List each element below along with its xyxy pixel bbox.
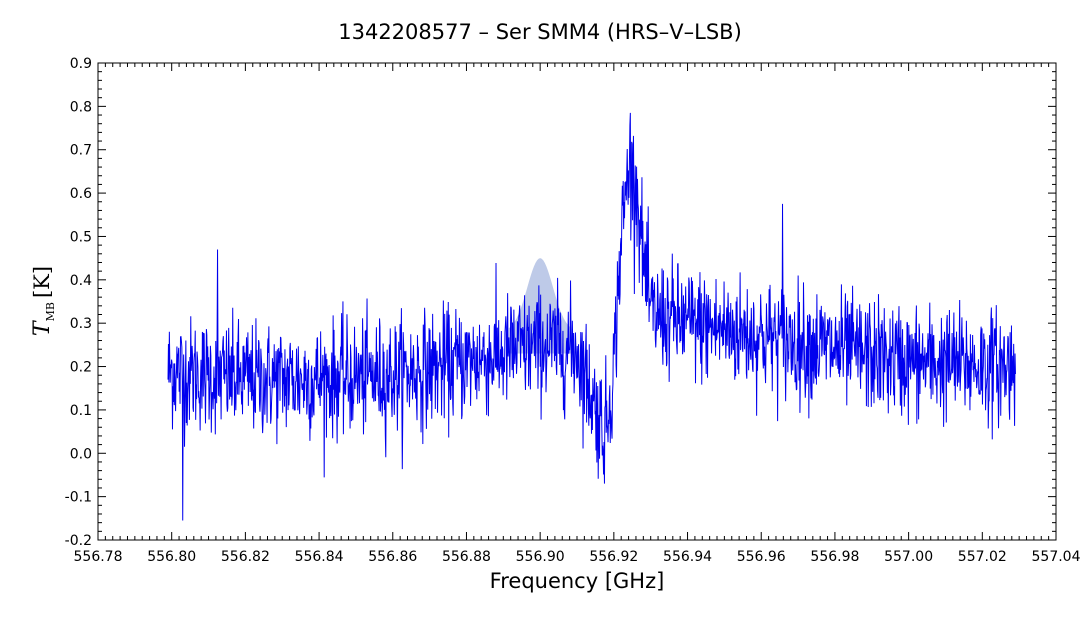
x-tick-label: 556.78 — [74, 549, 123, 565]
y-tick-label: 0.5 — [70, 229, 92, 245]
x-tick-label: 557.02 — [958, 549, 1007, 565]
x-tick-label: 557.00 — [884, 549, 933, 565]
y-axis-unit: [K] — [30, 266, 54, 298]
y-tick-label: 0.0 — [70, 446, 92, 462]
x-tick-label: 556.86 — [368, 549, 417, 565]
x-tick-labels: 556.78 556.80 556.82 556.84 556.86 556.88 556.… — [74, 549, 1080, 565]
spectrum-line — [167, 112, 1016, 521]
x-tick-label: 556.84 — [295, 549, 344, 565]
x-axis-title: Frequency [GHz] — [490, 569, 665, 593]
chart-title: 1342208577 – Ser SMM4 (HRS–V–LSB) — [338, 20, 742, 44]
x-tick-label: 556.90 — [516, 549, 565, 565]
spectrum-series-group — [167, 112, 1016, 521]
y-tick-label: 0.2 — [70, 360, 92, 376]
x-tick-label: 556.98 — [810, 549, 859, 565]
x-tick-label: 556.96 — [737, 549, 786, 565]
y-tick-label: 0.8 — [70, 99, 92, 115]
x-tick-label: 557.04 — [1032, 549, 1080, 565]
x-tick-label: 556.94 — [663, 549, 712, 565]
y-tick-labels: -0.2 -0.1 0.0 0.1 0.2 0.3 0.4 0.5 0.6 0.7 0.8 0.9 — [65, 56, 92, 549]
y-tick-label: 0.3 — [70, 316, 92, 332]
y-axis-symbol: T — [30, 319, 55, 336]
y-axis-title: TMB [K] — [30, 266, 57, 336]
x-tick-label: 556.88 — [442, 549, 491, 565]
x-tick-label: 556.92 — [589, 549, 638, 565]
y-tick-label: 0.9 — [70, 56, 92, 72]
axis-ticks — [97, 62, 1057, 541]
y-tick-label: 0.4 — [70, 273, 92, 289]
y-axis-subscript: MB — [44, 302, 57, 321]
plot-frame — [97, 62, 1057, 541]
y-tick-label: 0.1 — [70, 403, 92, 419]
x-tick-label: 556.80 — [147, 549, 196, 565]
x-tick-label: 556.82 — [221, 549, 270, 565]
y-tick-label: 0.6 — [70, 186, 92, 202]
y-tick-label: -0.1 — [65, 490, 92, 506]
y-tick-label: 0.7 — [70, 143, 92, 159]
y-tick-label: -0.2 — [65, 533, 92, 549]
